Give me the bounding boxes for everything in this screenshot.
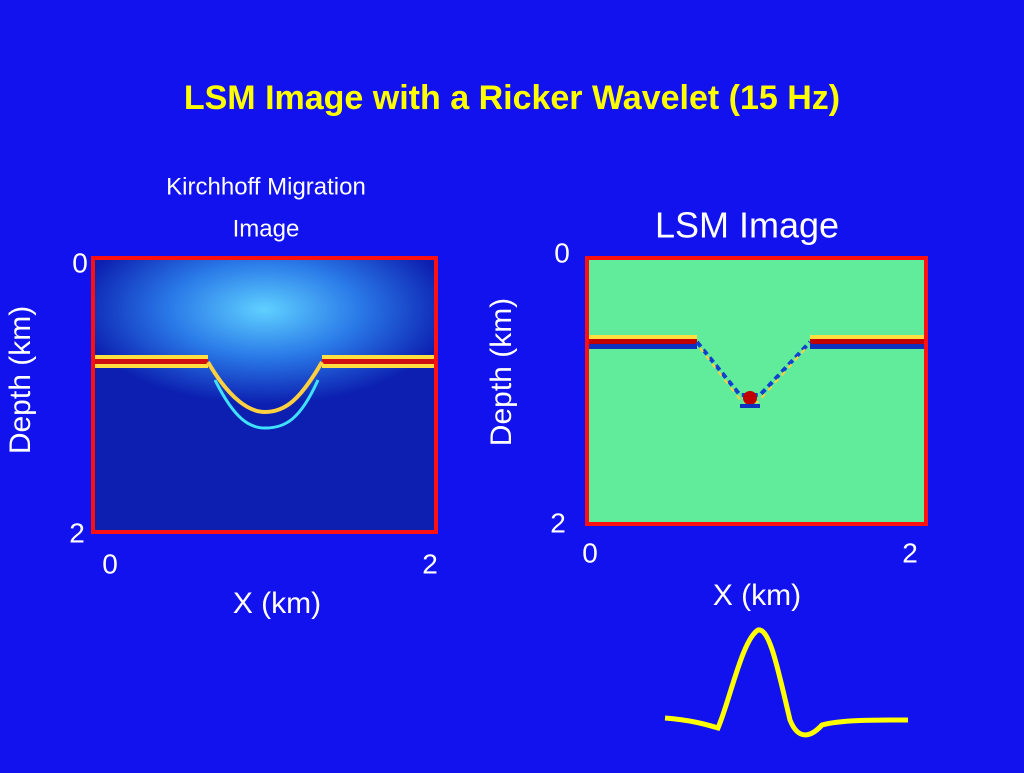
ricker-wavelet xyxy=(664,627,909,738)
x-tick-label: 0 xyxy=(102,548,118,579)
x-axis-label: X (km) xyxy=(713,579,801,612)
x-tick-label: 2 xyxy=(902,537,918,568)
y-tick-label: 2 xyxy=(550,507,566,538)
slide-title: LSM Image with a Ricker Wavelet (15 Hz) xyxy=(184,79,840,117)
panel-title: Kirchhoff Migration xyxy=(166,173,366,200)
y-axis-label: Depth (km) xyxy=(4,306,37,454)
x-tick-label: 2 xyxy=(422,548,438,579)
y-tick-label: 0 xyxy=(554,237,570,268)
panel-title: LSM Image xyxy=(655,205,839,246)
panel-title: Image xyxy=(233,215,300,242)
y-axis-label: Depth (km) xyxy=(485,298,518,446)
x-tick-label: 0 xyxy=(582,537,598,568)
kirchhoff-image xyxy=(91,256,438,534)
x-axis-label: X (km) xyxy=(233,587,321,620)
y-tick-label: 0 xyxy=(72,247,88,278)
lsm-image xyxy=(585,256,928,526)
y-tick-label: 2 xyxy=(69,517,85,548)
